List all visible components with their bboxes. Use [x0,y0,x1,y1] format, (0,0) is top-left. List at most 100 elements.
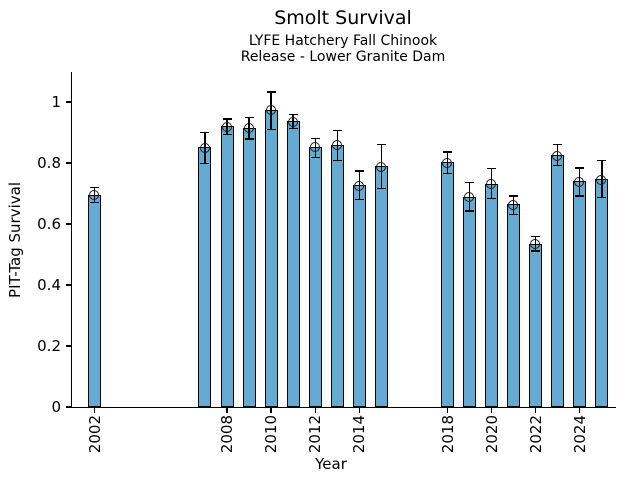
point-marker-2014 [353,180,364,191]
x-tick-label: 2018 [438,415,457,454]
point-marker-2024 [574,176,585,187]
bar-2014 [352,185,366,407]
plot-area: 0 0.2 0.4 0.6 0.8 1 2002 2008 2010 2012 2014 2018 20… [37,72,616,453]
bar-2013 [330,144,344,407]
y-tick-label: 0.8 [37,154,61,172]
y-tick-mark [65,406,71,408]
chart-subtitle-line2: Release - Lower Granite Dam [240,48,446,65]
error-cap-bottom [244,138,254,140]
error-cap-bottom [575,195,585,197]
error-cap-top [575,167,585,169]
x-axis-title: Year [315,455,347,473]
chart-subtitle-line1: LYFE Hatchery Fall Chinook [248,32,438,49]
error-cap-top [310,137,320,139]
x-tick-label: 2002 [85,415,104,454]
point-marker-2021 [508,199,519,210]
error-cap-bottom [222,133,232,136]
bar-2015 [374,166,388,407]
error-cap-top [465,181,475,184]
bar-2019 [463,196,477,407]
bar-2002 [88,195,102,407]
x-tick-label: 2020 [482,415,501,454]
x-tick-mark [446,408,449,414]
y-axis-title: PIT-Tag Survival [6,181,24,298]
error-cap-bottom [487,198,497,200]
y-tick-label: 0.4 [37,276,61,294]
point-marker-2008 [221,121,232,132]
bar-2011 [286,121,300,407]
bar-2020 [485,183,499,407]
bar-2008 [220,126,234,407]
error-cap-bottom [509,213,519,216]
bar-2012 [308,146,322,407]
y-tick-mark [65,162,71,164]
point-marker-2011 [287,116,298,127]
bar-2025 [595,179,609,407]
point-marker-2020 [486,179,497,190]
error-cap-top [509,195,519,197]
y-tick-label: 1 [51,93,61,111]
error-cap-bottom [376,187,386,190]
error-cap-top [332,129,342,131]
y-tick-mark [65,284,71,286]
x-tick-mark [358,408,360,414]
error-cap-bottom [310,156,320,158]
bar-2010 [264,109,278,407]
error-cap-bottom [597,196,607,199]
error-cap-top [487,168,497,170]
point-marker-2007 [199,142,210,153]
bar-2018 [441,162,454,407]
bar-2021 [507,204,521,407]
error-cap-top [244,117,254,119]
error-cap-top [200,131,210,134]
point-marker-2022 [530,239,541,250]
error-cap-bottom [553,164,563,166]
x-tick-mark [314,408,316,414]
error-cap-top [553,143,563,146]
x-tick-mark [94,408,96,414]
x-tick-mark [270,408,272,414]
error-cap-bottom [465,210,475,212]
point-marker-2018 [442,157,453,168]
y-tick-label: 0.6 [37,215,61,233]
x-tick-label: 2022 [526,415,545,454]
x-tick-label: 2008 [218,415,236,454]
y-tick-mark [65,345,71,347]
chart-header: Smolt Survival LYFE Hatchery Fall Chinoo… [71,7,615,65]
y-tick-label: 0 [51,398,61,416]
point-marker-2015 [375,161,386,172]
chart-title: Smolt Survival [274,7,412,29]
bar-2024 [573,181,587,407]
error-cap-top [288,114,298,116]
error-cap-bottom [266,128,276,130]
bar-2023 [551,155,565,407]
x-tick-mark [490,408,493,414]
error-cap-top [90,186,100,189]
point-marker-2019 [464,192,475,203]
point-marker-2009 [243,123,254,134]
x-tick-label: 2010 [262,415,281,454]
point-marker-2013 [331,140,342,151]
y-tick-label: 0.2 [37,337,61,355]
point-marker-2025 [596,174,607,185]
error-cap-top [222,118,232,120]
error-cap-bottom [354,198,364,201]
error-cap-bottom [332,159,342,162]
error-cap-top [266,91,276,93]
x-tick-mark [226,408,228,414]
point-marker-2023 [552,150,563,161]
x-tick-label: 2012 [306,415,325,454]
error-cap-bottom [90,201,100,204]
error-cap-bottom [200,163,210,165]
point-marker-2010 [265,105,276,116]
y-tick-mark [65,101,71,103]
error-cap-top [597,159,607,162]
error-cap-top [354,170,364,172]
error-cap-top [443,151,452,153]
point-marker-2002 [89,190,100,201]
point-marker-2012 [309,142,320,153]
x-tick-label: 2024 [570,415,589,454]
error-cap-bottom [531,250,541,252]
x-tick-mark [535,408,537,414]
error-cap-bottom [443,173,452,175]
